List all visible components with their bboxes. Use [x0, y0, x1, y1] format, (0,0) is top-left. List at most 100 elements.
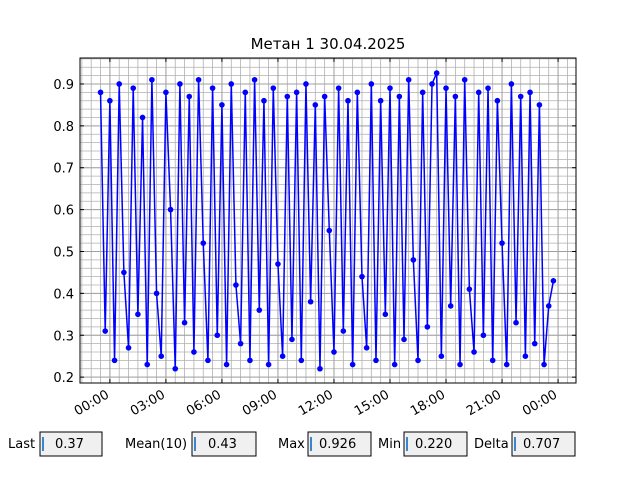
data-point	[466, 286, 473, 292]
stat-box[interactable]	[39, 431, 103, 457]
data-point	[368, 81, 375, 87]
data-point	[237, 340, 244, 347]
data-point	[499, 240, 505, 246]
data-point	[485, 85, 491, 91]
data-point	[401, 336, 407, 343]
data-point	[443, 85, 449, 91]
data-point	[545, 303, 552, 309]
data-point	[144, 361, 151, 368]
data-point	[279, 353, 286, 359]
stat-value: 0.926	[319, 437, 356, 452]
data-point	[513, 319, 519, 326]
data-point	[186, 93, 193, 100]
data-point	[349, 361, 356, 368]
data-point	[405, 76, 412, 83]
data-point	[415, 357, 421, 364]
y-tick-label: 0.4	[53, 287, 74, 302]
data-point	[111, 357, 118, 364]
data-point	[391, 361, 398, 368]
stat-box[interactable]	[307, 431, 372, 457]
stat-value: 0.37	[55, 437, 84, 452]
data-point	[508, 81, 515, 87]
data-point	[177, 81, 183, 87]
y-tick-label: 0.9	[53, 78, 74, 93]
stat-box[interactable]	[191, 431, 257, 457]
data-point	[135, 311, 141, 318]
data-point	[265, 361, 272, 368]
data-point	[452, 93, 459, 100]
data-point	[536, 102, 543, 108]
stat-value: 0.220	[415, 437, 452, 452]
y-tick-label: 0.3	[53, 329, 74, 344]
data-point	[461, 76, 468, 83]
data-point	[345, 97, 351, 104]
y-tick-label: 0.6	[53, 204, 74, 219]
data-point	[438, 353, 445, 359]
stat-label: Min	[378, 437, 401, 452]
data-point	[102, 328, 109, 334]
data-point	[517, 93, 524, 100]
data-point	[373, 357, 379, 364]
data-point	[307, 298, 314, 305]
data-point	[130, 85, 137, 91]
data-point	[214, 332, 221, 339]
data-point	[293, 89, 300, 96]
stat-label: Last	[8, 437, 35, 452]
data-point	[382, 311, 389, 318]
data-point	[531, 340, 538, 347]
stat-label: Max	[278, 437, 305, 452]
data-point	[494, 97, 501, 104]
data-point	[121, 269, 127, 276]
data-point	[419, 89, 426, 96]
data-point	[489, 357, 496, 364]
stat-value: 0.707	[523, 437, 560, 452]
data-point	[396, 93, 403, 100]
data-point	[116, 81, 123, 87]
data-point	[209, 85, 216, 91]
data-point	[326, 227, 333, 234]
stat-box[interactable]	[511, 431, 576, 457]
data-point	[191, 349, 197, 355]
data-point	[275, 261, 281, 267]
stat-box[interactable]	[403, 431, 468, 457]
data-point	[125, 345, 132, 351]
stat-label: Delta	[474, 437, 509, 452]
data-point	[303, 81, 309, 87]
data-point	[550, 278, 557, 284]
series-line	[99, 72, 555, 369]
data-point	[181, 319, 188, 326]
data-point	[107, 97, 113, 104]
data-point	[503, 361, 510, 368]
data-point	[256, 307, 263, 313]
data-point	[205, 357, 211, 364]
y-tick-label: 0.2	[53, 371, 74, 386]
data-point	[219, 102, 225, 108]
stat-label: Mean(10)	[125, 437, 187, 452]
data-point	[298, 357, 305, 364]
data-point	[317, 365, 323, 372]
data-point	[163, 89, 169, 96]
data-point	[527, 89, 533, 96]
data-point	[541, 361, 547, 368]
plot	[97, 70, 557, 372]
data-point	[331, 349, 337, 355]
data-point	[167, 206, 174, 213]
data-point	[354, 89, 361, 96]
y-tick-label: 0.7	[53, 162, 74, 177]
data-point	[223, 361, 230, 368]
y-tick-label: 0.8	[53, 120, 74, 135]
y-tick-label: 0.5	[53, 245, 74, 260]
data-point	[242, 89, 249, 96]
data-point	[139, 114, 146, 121]
data-point	[447, 303, 454, 309]
data-point	[312, 102, 319, 108]
data-point	[261, 97, 267, 104]
stat-value: 0.43	[208, 437, 237, 452]
data-point	[200, 240, 207, 246]
data-point	[424, 324, 431, 330]
data-point	[471, 349, 477, 355]
data-point	[359, 273, 365, 280]
data-point	[195, 76, 202, 83]
data-point	[522, 353, 529, 359]
